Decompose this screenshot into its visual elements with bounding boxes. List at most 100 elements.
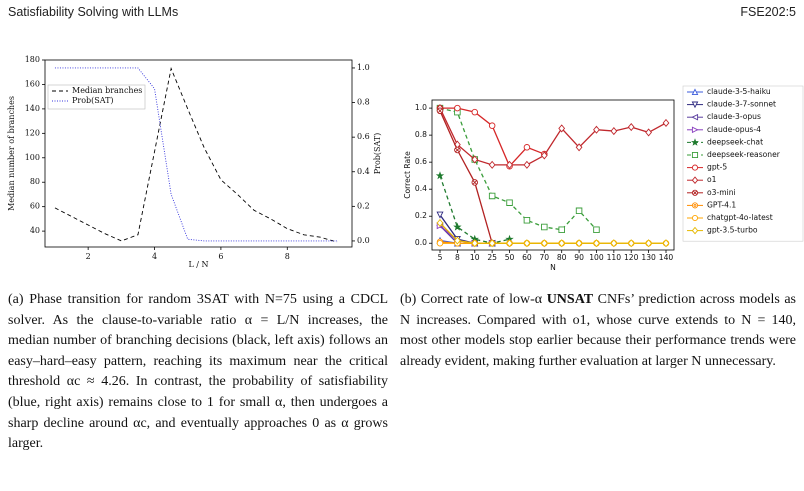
marker [593, 226, 600, 233]
x-tick-label: 100 [589, 253, 604, 262]
y-tick-label: 120 [25, 128, 40, 137]
x-tick-label: 130 [641, 253, 656, 262]
marker [471, 239, 479, 248]
series-line [439, 107, 597, 231]
legend-marker [691, 176, 699, 185]
y2-tick-label: 0.2 [357, 201, 370, 210]
legend-label: deepseek-reasoner [707, 150, 781, 159]
marker [558, 239, 566, 248]
marker [610, 127, 618, 136]
legend-marker [691, 138, 699, 146]
marker [436, 107, 444, 114]
marker [627, 122, 635, 132]
marker [558, 226, 565, 233]
plot-frame [44, 59, 353, 248]
y-tick-label: 140 [25, 104, 40, 113]
y-tick-label: 180 [25, 55, 40, 64]
marker [541, 223, 548, 231]
marker [523, 160, 531, 169]
marker [575, 143, 583, 152]
marker [662, 239, 670, 248]
legend-label: GPT-4.1 [707, 200, 736, 209]
venue: FSE202:5 [740, 5, 796, 19]
caption-a: (a) Phase transition for random 3SAT wit… [8, 292, 388, 452]
legend-marker [691, 202, 699, 209]
x-tick-label: 120 [624, 253, 639, 262]
y-tick-label: 160 [25, 79, 40, 88]
marker [523, 239, 531, 248]
x-tick-label: 25 [487, 253, 497, 262]
marker [506, 239, 513, 248]
legend-marker [691, 101, 699, 109]
marker [435, 171, 445, 180]
legend-label: claude-3-5-haiku [707, 87, 771, 96]
y2-axis-label: Prob(SAT) [373, 133, 382, 175]
marker [627, 239, 635, 248]
marker [436, 240, 444, 247]
legend-label: o3-mini [707, 188, 736, 197]
marker [540, 239, 548, 248]
marker [662, 118, 670, 128]
marker [558, 124, 566, 133]
marker [593, 239, 600, 248]
legend-marker [691, 126, 699, 134]
series-line [54, 67, 338, 242]
x-tick-label: 110 [607, 253, 622, 262]
y2-tick-label: 0.8 [357, 98, 370, 107]
marker [593, 125, 600, 134]
legend-label: claude-3-opus [707, 112, 761, 121]
running-title: Satisfiability Solving with LLMs [8, 5, 179, 19]
legend-label: claude-3-7-sonnet [707, 100, 776, 109]
x-tick-label: 50 [505, 253, 515, 262]
y2-tick-label: 0.6 [357, 132, 370, 141]
y-tick-label: 100 [25, 153, 40, 162]
marker [436, 218, 444, 228]
legend-label: gpt-3.5-turbo [707, 226, 758, 235]
marker [453, 236, 461, 245]
marker [488, 192, 496, 200]
marker [453, 222, 462, 231]
legend-marker [691, 226, 699, 235]
marker [454, 146, 461, 154]
y-tick-label: 0.0 [415, 238, 427, 247]
marker [488, 122, 496, 129]
y2-tick-label: 0.4 [357, 167, 370, 176]
y-tick-label: 40 [30, 226, 40, 235]
x-axis-label: L / N [188, 260, 208, 269]
plot-frame [431, 99, 675, 251]
legend-box [682, 85, 804, 242]
marker [436, 211, 444, 219]
marker [471, 108, 479, 116]
marker [575, 207, 583, 215]
series-line [439, 175, 510, 244]
marker [471, 155, 479, 164]
x-axis-label: N [550, 263, 556, 272]
marker [645, 128, 653, 137]
legend-label: gpt-5 [707, 163, 727, 172]
y-axis-label: Median number of branches [7, 96, 16, 211]
marker [488, 239, 496, 248]
series-line [54, 67, 338, 243]
x-tick-label: 8 [455, 253, 460, 262]
legend: claude-3-5-haiku claude-3-7-sonnet claude-… [682, 85, 804, 242]
marker [523, 217, 531, 224]
x-tick-label: 6 [218, 252, 223, 261]
y2-tick-label: 1.0 [357, 63, 370, 72]
x-tick-label: 10 [470, 253, 480, 262]
legend-label: claude-opus-4 [707, 125, 761, 134]
legend-marker [691, 88, 699, 96]
x-tick-label: 60 [522, 253, 532, 262]
y-tick-label: 80 [30, 177, 40, 186]
legend-marker [691, 189, 699, 196]
y-axis-label: Correct Rate [403, 151, 412, 199]
x-tick-label: 8 [285, 252, 290, 261]
marker [540, 151, 548, 160]
marker [575, 239, 583, 248]
caption-bold: UNSAT [546, 292, 594, 307]
y-tick-label: 0.2 [415, 211, 427, 220]
x-tick-label: 80 [557, 253, 567, 262]
legend-box [47, 84, 146, 110]
marker [471, 179, 479, 186]
